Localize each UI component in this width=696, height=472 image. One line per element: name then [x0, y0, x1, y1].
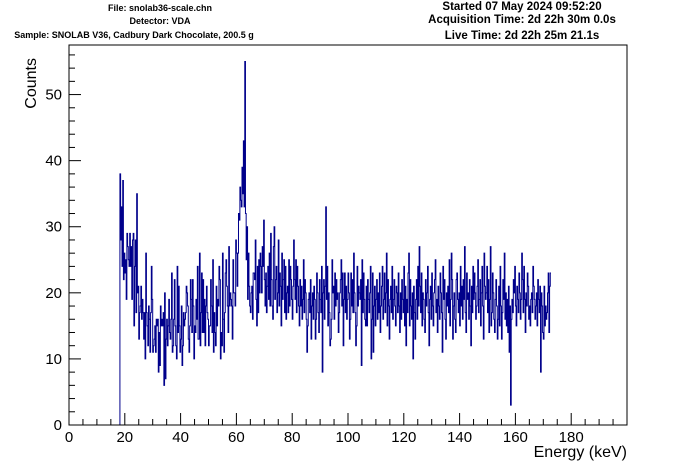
plot-frame	[68, 44, 628, 426]
file-label: File: snolab36-scale.chn	[107, 3, 213, 13]
y-tick-label: 30	[45, 219, 62, 236]
y-tick-label: 10	[45, 351, 62, 368]
acquisition-time-label: Acquisition Time: 2d 22h 30m 0.0s	[428, 14, 616, 26]
live-time-label: Live Time: 2d 22h 25m 21.1s	[444, 30, 600, 42]
spectrum-histogram-line	[119, 61, 551, 426]
y-tick-label: 40	[45, 153, 62, 170]
x-tick-label: 80	[284, 429, 301, 446]
x-tick-label: 0	[65, 429, 73, 446]
sample-label: Sample: SNOLAB V36, Cadbury Dark Chocola…	[14, 30, 254, 40]
y-tick-label: 20	[45, 285, 62, 302]
x-tick-label: 160	[503, 429, 528, 446]
detector-label: Detector: VDA	[129, 16, 191, 26]
x-tick-label: 20	[116, 429, 133, 446]
x-tick-label: 120	[391, 429, 416, 446]
x-tick-label: 60	[228, 429, 245, 446]
y-axis-label: Counts	[23, 58, 40, 109]
x-tick-label: 140	[447, 429, 472, 446]
x-tick-label: 180	[559, 429, 584, 446]
started-label: Started 07 May 2024 09:52:20	[442, 1, 602, 13]
x-tick-label: 100	[335, 429, 360, 446]
y-axis: 0 10 20 30 40 50	[45, 54, 81, 434]
x-tick-label: 40	[172, 429, 189, 446]
y-tick-label: 50	[45, 87, 62, 104]
x-axis-label: Energy (keV)	[534, 444, 627, 461]
y-tick-label: 0	[54, 417, 62, 434]
x-axis: 0 20 40 60 80 100 120 140 160 180	[65, 413, 614, 446]
